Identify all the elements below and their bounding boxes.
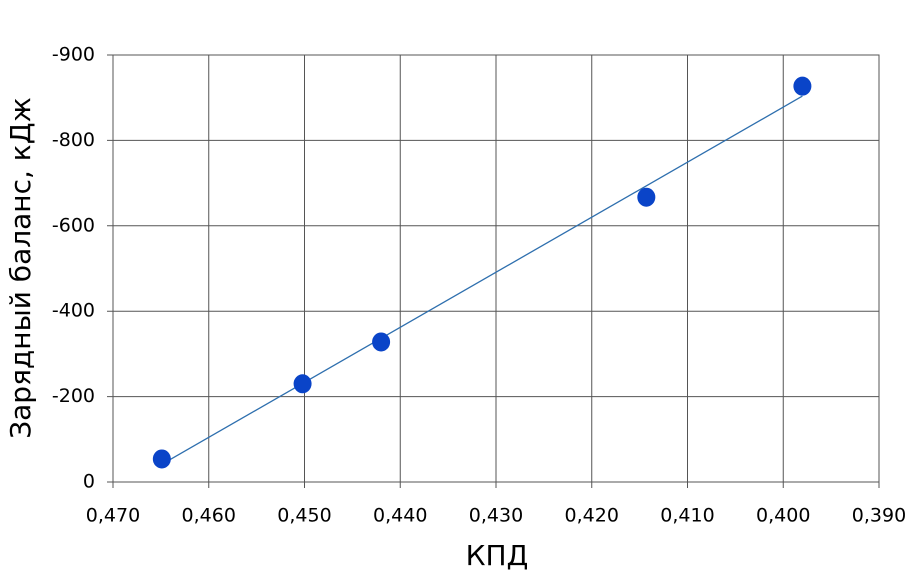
y-tick-label: -800: [52, 129, 95, 151]
x-tick-label: 0,470: [86, 505, 140, 527]
data-point: [293, 374, 312, 394]
x-tick-label: 0,430: [469, 505, 523, 527]
y-tick-label: -400: [52, 300, 95, 322]
x-axis-title: КПД: [466, 539, 529, 572]
trendline: [161, 95, 803, 465]
plot-border: [112, 54, 880, 483]
x-tick-label: 0,420: [565, 505, 619, 527]
x-tick-label: 0,450: [277, 505, 331, 527]
x-tick-label: 0,440: [373, 505, 427, 527]
y-tick-label: 0: [83, 471, 95, 493]
y-tick-label: -600: [52, 214, 95, 236]
y-tick-label: -200: [52, 385, 95, 407]
data-point: [637, 187, 656, 207]
x-tick-label: 0,390: [852, 505, 906, 527]
y-tick-label: -900: [52, 44, 95, 66]
y-axis-title: Зарядный баланс, кДж: [4, 97, 37, 439]
data-point: [372, 332, 391, 352]
x-tick-label: 0,460: [182, 505, 236, 527]
data-point: [152, 449, 171, 469]
data-point: [793, 76, 812, 96]
x-tick-label: 0,400: [756, 505, 810, 527]
x-tick-label: 0,410: [660, 505, 714, 527]
